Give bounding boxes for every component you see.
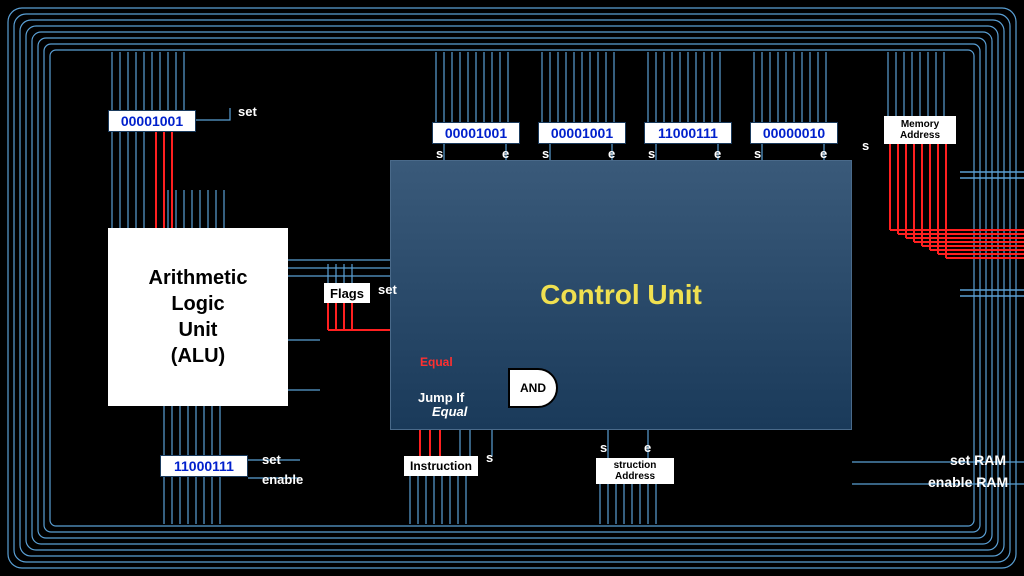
label-set-rout: set — [262, 452, 281, 467]
and-gate: AND — [508, 368, 558, 408]
register-r3: 00000010 — [750, 122, 838, 144]
cpu-diagram: Arithmetic Logic Unit (ALU) Control Unit… — [0, 0, 1024, 576]
se-r2-s: s — [648, 146, 655, 161]
se-r1-s: s — [542, 146, 549, 161]
alu-line3: Unit — [149, 317, 248, 343]
se-r2-e: e — [714, 146, 721, 161]
register-r1: 00001001 — [538, 122, 626, 144]
se-iaddr-e: e — [644, 440, 651, 455]
alu-line2: Logic — [149, 291, 248, 317]
se-r3-s: s — [754, 146, 761, 161]
instruction-box: Instruction — [404, 456, 478, 476]
register-r0: 00001001 — [432, 122, 520, 144]
se-mem-s: s — [862, 138, 869, 153]
label-set-alu: set — [238, 104, 257, 119]
se-r0-e: e — [502, 146, 509, 161]
se-instr-s: s — [486, 450, 493, 465]
se-r3-e: e — [820, 146, 827, 161]
instruction-address-box: struction Address — [596, 458, 674, 484]
memory-address-box: Memory Address — [884, 116, 956, 144]
label-enable-rout: enable — [262, 472, 303, 487]
label-enable-ram: enable RAM — [928, 474, 1008, 490]
label-jump-equal: Equal — [432, 404, 467, 419]
label-jump-if: Jump If — [418, 390, 464, 405]
label-set-flags: set — [378, 282, 397, 297]
alu-line1: Arithmetic — [149, 265, 248, 291]
alu-block: Arithmetic Logic Unit (ALU) — [108, 228, 288, 406]
label-equal: Equal — [420, 355, 453, 369]
alu-line4: (ALU) — [149, 343, 248, 369]
register-alu-in: 00001001 — [108, 110, 196, 132]
se-iaddr-s: s — [600, 440, 607, 455]
flags-box: Flags — [324, 283, 370, 303]
control-unit-label: Control Unit — [540, 279, 702, 311]
se-r1-e: e — [608, 146, 615, 161]
and-gate-label: AND — [520, 381, 546, 395]
register-r2: 11000111 — [644, 122, 732, 144]
register-out: 11000111 — [160, 455, 248, 477]
se-r0-s: s — [436, 146, 443, 161]
label-set-ram: set RAM — [950, 452, 1006, 468]
